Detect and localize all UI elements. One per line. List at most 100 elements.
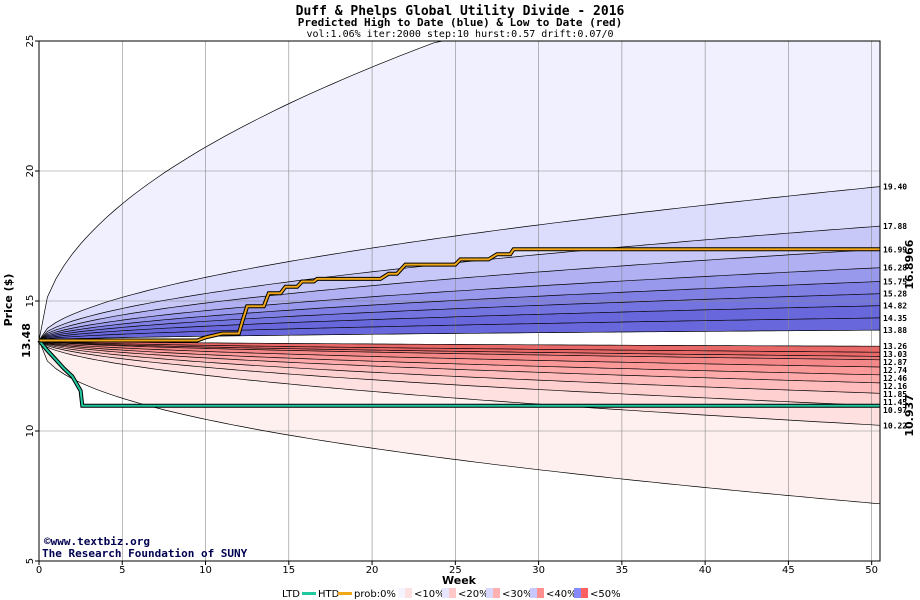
right-value-label: 16.28	[883, 264, 907, 273]
x-axis-label: Week	[442, 574, 477, 587]
contour-line	[38, 281, 881, 341]
contour-line	[38, 340, 881, 407]
center-band	[39, 330, 880, 347]
contour-line	[38, 340, 881, 394]
right-value-label: 12.46	[883, 374, 907, 383]
y-tick-label: 5	[25, 558, 36, 564]
right-value-label: 10.97	[883, 406, 907, 415]
chart-params: vol:1.06% iter:2000 step:10 hurst:0.57 d…	[306, 29, 613, 40]
blue-band	[39, 293, 880, 341]
legend-swatch-blue	[486, 588, 493, 598]
blue-band	[39, 317, 880, 341]
x-axis-ticks: 0 5 10 15 20 25 30 35 40 45 50	[36, 561, 878, 576]
legend-swatch-red	[537, 588, 544, 598]
x-tick-label: 15	[282, 565, 295, 576]
red-band	[39, 340, 880, 360]
htd-ltd-paths	[37, 247, 880, 408]
contour-line	[38, 248, 881, 341]
right-value-labels: 19.40 17.88 16.99 16.28 15.75 15.28 14.82 14.35…	[883, 183, 907, 431]
grid-lines	[39, 41, 880, 561]
right-value-label: 15.28	[883, 290, 907, 299]
blue-band	[39, 267, 880, 341]
x-tick-label: 0	[36, 565, 42, 576]
right-value-label: 14.82	[883, 302, 907, 311]
chart-subtitle: Predicted High to Date (blue) & Low to D…	[298, 16, 623, 29]
right-value-label: 14.35	[883, 314, 907, 323]
contour-line	[38, 267, 881, 341]
y-tick-label: 20	[25, 165, 36, 178]
ltd-value-label: 10.937	[903, 394, 916, 436]
right-value-label: 12.74	[883, 366, 907, 375]
chart-title: Duff & Phelps Global Utility Divide - 20…	[296, 4, 625, 19]
right-value-label: 12.16	[883, 382, 907, 391]
contour-line	[38, 340, 881, 361]
right-value-label: 17.88	[883, 222, 907, 231]
contour-line	[38, 186, 881, 341]
red-band	[39, 340, 880, 504]
contour-line	[38, 340, 881, 376]
right-value-label: 11.85	[883, 390, 907, 399]
blue-band	[39, 186, 880, 341]
contour-line	[38, 340, 880, 353]
x-tick-label: 10	[199, 565, 212, 576]
probability-bands	[39, 41, 880, 504]
start-price-label: 13.48	[20, 323, 33, 358]
htd-value-label: 16.8966	[903, 239, 916, 289]
contour-line	[38, 305, 881, 341]
right-value-label: 16.99	[883, 245, 907, 254]
contour-line	[38, 340, 881, 368]
right-value-label: 15.75	[883, 278, 907, 287]
y-tick-label: 15	[25, 295, 36, 308]
legend-swatch-blue	[574, 588, 581, 598]
right-value-label: 13.26	[883, 342, 907, 351]
contour-line	[38, 317, 881, 341]
red-band	[39, 340, 880, 357]
y-axis-ticks: 5 10 15 20 25	[25, 35, 39, 564]
red-band	[39, 340, 880, 375]
y-tick-label: 10	[25, 425, 36, 438]
legend-prob-item: <30%	[502, 589, 533, 600]
legend-swatch-blue	[442, 588, 449, 598]
x-tick-label: 35	[616, 565, 629, 576]
legend-prob-item: <20%	[458, 589, 489, 600]
legend-htd-swatch	[338, 592, 352, 595]
legend-prob-label: prob:0%	[354, 589, 396, 600]
legend-prob-swatches: <10% <20% <30% <40% <50%	[398, 588, 621, 600]
x-tick-label: 50	[865, 565, 878, 576]
x-tick-label: 25	[449, 565, 462, 576]
red-band	[39, 340, 880, 394]
x-tick-label: 45	[782, 565, 795, 576]
legend-swatch-red	[449, 588, 456, 598]
contour-line	[38, 293, 881, 341]
blue-band	[39, 249, 880, 341]
watermark-org: The Research Foundation of SUNY	[42, 547, 248, 560]
x-tick-label: 5	[119, 565, 125, 576]
legend-htd-label: HTD	[318, 589, 340, 600]
contour-line	[38, 329, 881, 341]
right-value-label: 19.40	[883, 183, 907, 192]
blue-band	[39, 226, 880, 341]
right-value-label: 10.22	[883, 421, 907, 430]
legend-prob-item: <10%	[414, 589, 445, 600]
right-value-label: 11.45	[883, 398, 907, 407]
legend-ltd-swatch	[302, 592, 316, 595]
blue-band	[39, 41, 880, 341]
right-value-label: 13.03	[883, 350, 907, 359]
legend-swatch-red	[581, 588, 588, 598]
red-band	[39, 340, 880, 406]
legend: LTD HTD prob:0% <10% <20% <30% <40% <50%	[282, 588, 621, 600]
y-tick-label: 25	[25, 35, 36, 48]
watermark-copyright: ©www.textbiz.org	[44, 535, 150, 548]
right-value-label: 12.87	[883, 358, 907, 367]
legend-swatch-blue	[530, 588, 537, 598]
legend-swatch-red	[405, 588, 412, 598]
legend-prob-item: <40%	[546, 589, 577, 600]
htd-path	[39, 248, 880, 342]
blue-band	[39, 281, 880, 341]
legend-swatch-blue	[398, 588, 405, 598]
legend-swatch-red	[493, 588, 500, 598]
contour-line	[38, 340, 880, 347]
x-tick-label: 40	[699, 565, 712, 576]
contour-line	[38, 340, 881, 426]
